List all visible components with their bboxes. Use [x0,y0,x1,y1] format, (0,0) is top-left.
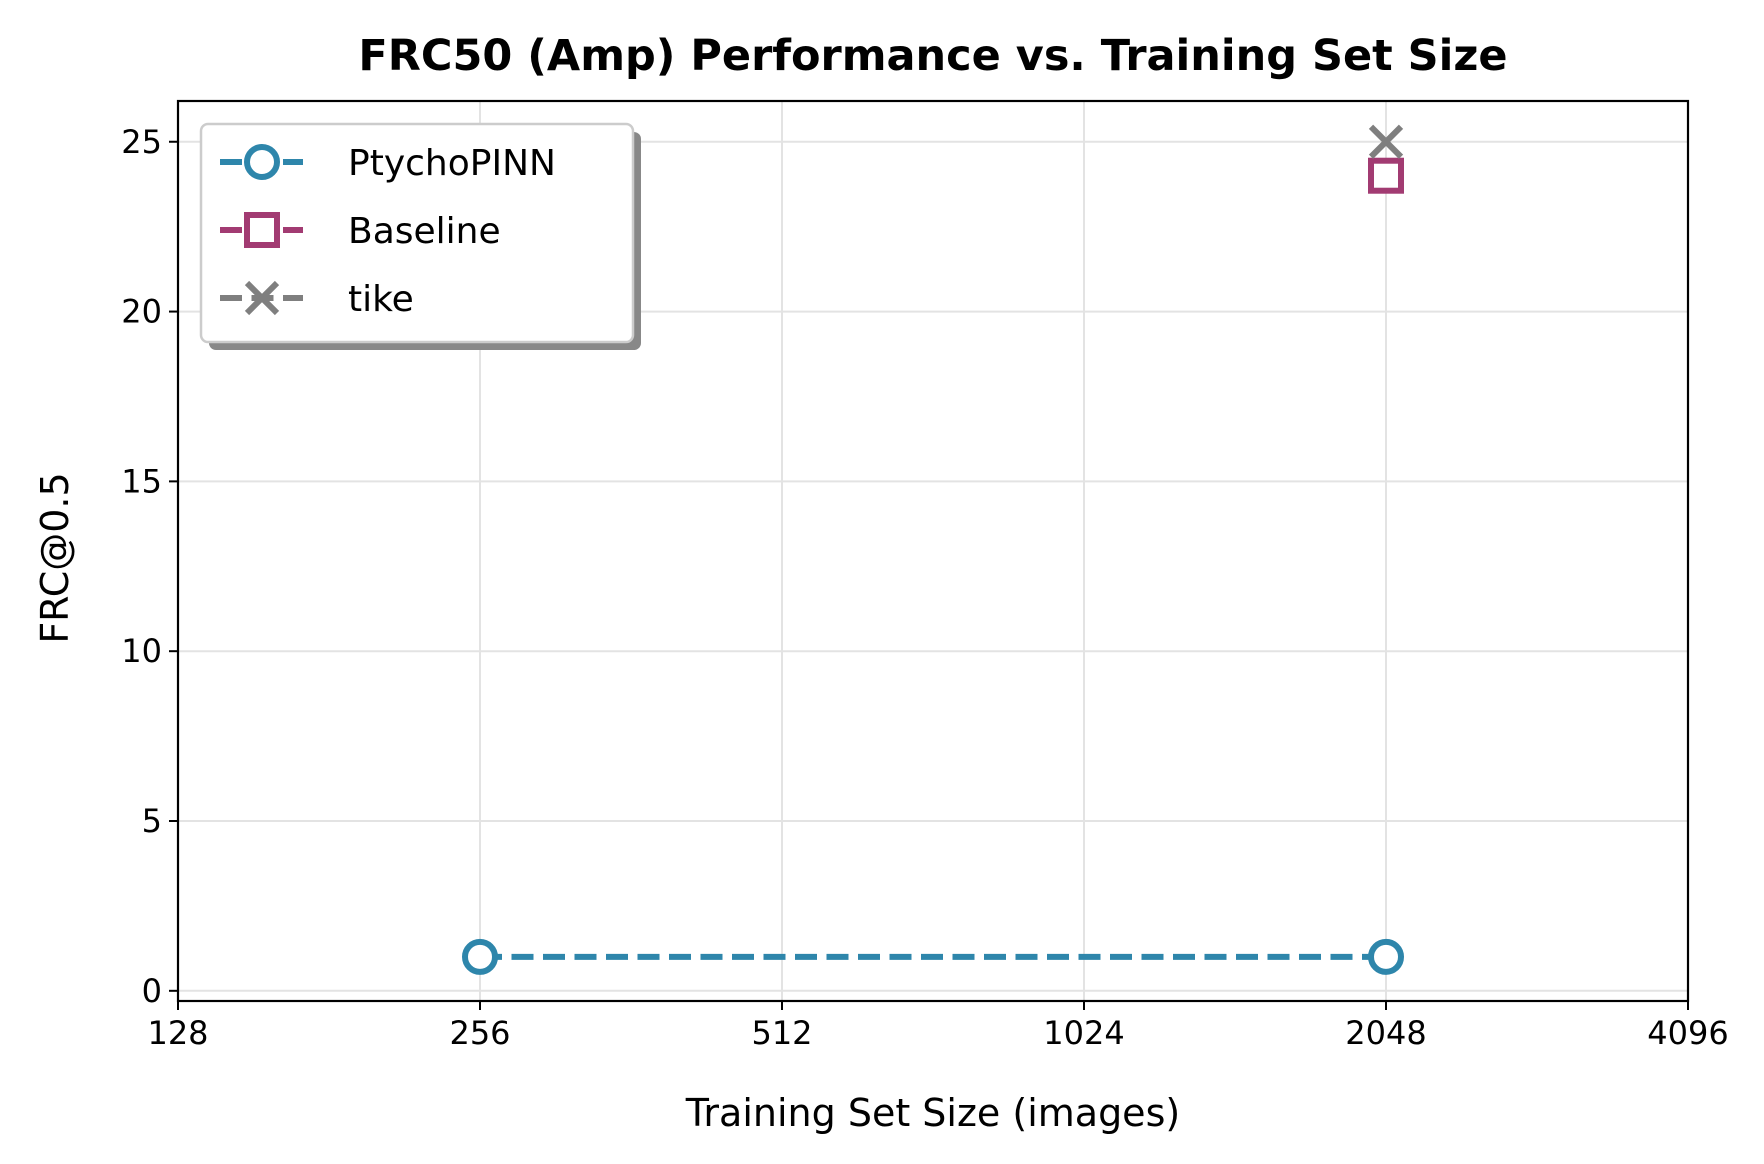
x-tick-label: 256 [449,1014,510,1052]
y-tick-label: 25 [121,123,162,161]
x-tick-label: 128 [147,1014,208,1052]
y-tick-label: 5 [142,802,162,840]
legend-item: Baseline [220,211,501,252]
chart-title: FRC50 (Amp) Performance vs. Training Set… [358,31,1507,81]
data-point [1368,157,1404,194]
x-tick-label: 2048 [1345,1014,1426,1052]
x-tick-label: 4096 [1647,1014,1728,1052]
legend-label: Baseline [348,211,501,252]
legend-marker [244,144,280,180]
data-point [462,938,498,975]
x-tick-label: 512 [751,1014,812,1052]
legend-marker [244,280,280,316]
y-tick-label: 20 [121,293,162,331]
ticks: 128 256 512 1024 2048 4096 0 5 10 15 20 25 [121,123,1728,1052]
series-layer [462,124,1404,975]
legend-label: tike [348,279,414,320]
y-tick-label: 0 [142,972,162,1010]
x-axis-label: Training Set Size (images) [685,1091,1180,1135]
series-ptychopinn [462,938,1404,975]
y-tick-label: 10 [121,632,162,670]
series-tike [1368,124,1404,159]
data-point [1368,938,1404,975]
data-point [1368,124,1404,159]
legend-label: PtychoPINN [348,143,556,184]
legend: PtychoPINN Baseline tike [199,122,641,350]
legend-item: PtychoPINN [220,143,556,184]
y-axis-label: FRC@0.5 [33,472,77,643]
y-tick-label: 15 [121,462,162,500]
legend-box [199,122,635,344]
legend-item: tike [220,279,414,320]
grid [177,101,1689,1001]
series-baseline [1368,157,1404,194]
x-tick-label: 1024 [1043,1014,1124,1052]
plot-frame [176,99,1690,1003]
legend-marker [244,212,280,248]
